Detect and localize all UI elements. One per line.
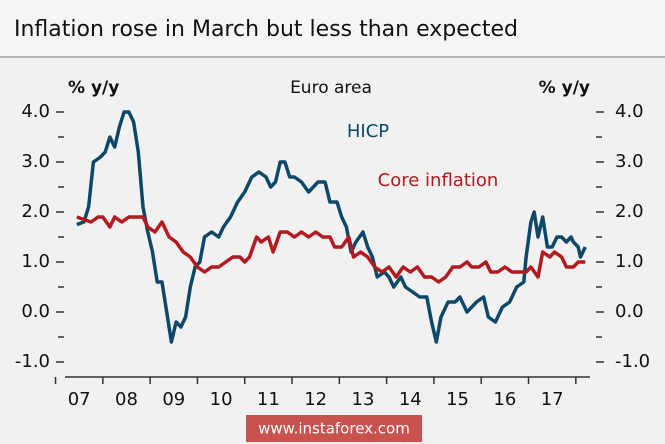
y2-tick-label: 1.0 bbox=[615, 251, 644, 272]
series-line bbox=[76, 215, 586, 284]
x-tick-label: 14 bbox=[399, 389, 422, 410]
x-tick-label: 12 bbox=[304, 389, 327, 410]
x-tick-label: 07 bbox=[68, 389, 91, 410]
chart-title: Inflation rose in March but less than ex… bbox=[14, 17, 518, 42]
watermark: www.instaforex.com bbox=[258, 420, 410, 438]
y-tick-label: 4.0 bbox=[21, 101, 50, 122]
watermark-bg bbox=[246, 415, 422, 442]
y-axis-label: % y/y bbox=[68, 78, 119, 98]
y-tick-label: 2.0 bbox=[21, 201, 50, 222]
y2-tick-label: -1.0 bbox=[615, 351, 650, 372]
y-tick-label: 0.0 bbox=[21, 301, 50, 322]
y2-tick-label: 2.0 bbox=[615, 201, 644, 222]
series-line bbox=[76, 110, 587, 344]
x-tick-label: 10 bbox=[210, 389, 233, 410]
x-tick-label: 09 bbox=[162, 389, 185, 410]
legend-label: HICP bbox=[347, 121, 389, 142]
y2-tick-label: 0.0 bbox=[615, 301, 644, 322]
y2-tick-label: 3.0 bbox=[615, 151, 644, 172]
x-tick-label: 16 bbox=[493, 389, 516, 410]
x-tick-label: 15 bbox=[446, 389, 469, 410]
x-tick-label: 17 bbox=[541, 389, 564, 410]
y2-tick-label: 4.0 bbox=[615, 101, 644, 122]
y-tick-label: -1.0 bbox=[15, 351, 50, 372]
x-tick-label: 13 bbox=[352, 389, 375, 410]
title-band bbox=[0, 0, 665, 56]
x-tick-label: 11 bbox=[257, 389, 280, 410]
y-tick-label: 3.0 bbox=[21, 151, 50, 172]
legend-label: Core inflation bbox=[378, 170, 499, 191]
y-tick-label: 1.0 bbox=[21, 251, 50, 272]
x-tick-label: 08 bbox=[115, 389, 138, 410]
subtitle: Euro area bbox=[290, 78, 372, 98]
y2-axis-label: % y/y bbox=[539, 78, 590, 98]
